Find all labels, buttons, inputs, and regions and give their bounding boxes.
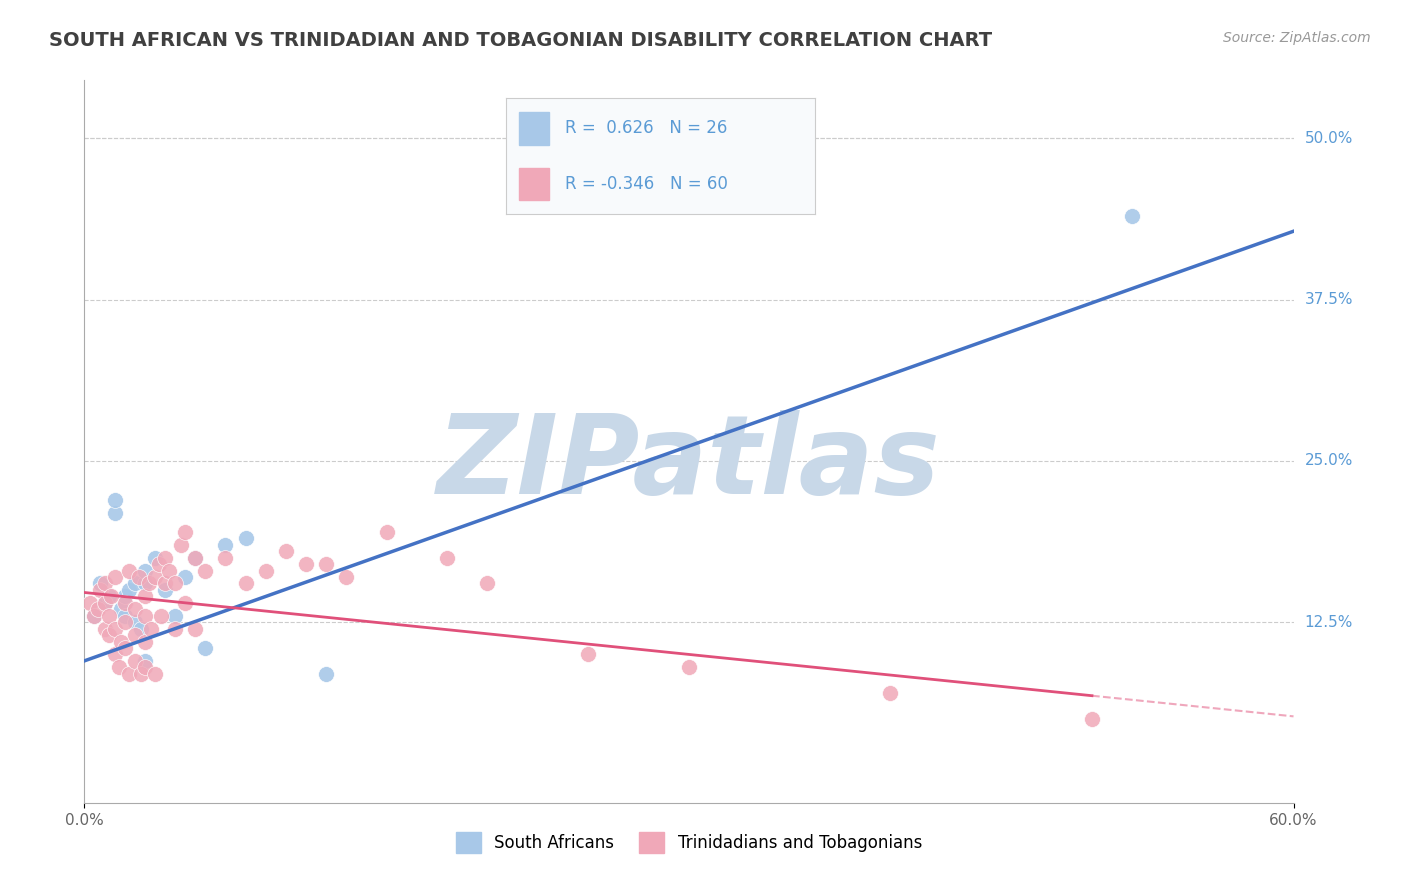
- Point: [335, 570, 357, 584]
- Point: [576, 648, 599, 662]
- Point: [100, 590, 122, 604]
- Point: [93, 596, 115, 610]
- Point: [97, 608, 120, 623]
- Point: [134, 660, 156, 674]
- Point: [114, 615, 136, 630]
- Point: [214, 550, 236, 565]
- Point: [174, 596, 197, 610]
- Point: [214, 538, 236, 552]
- Point: [124, 628, 146, 642]
- Point: [170, 538, 193, 552]
- Point: [165, 622, 187, 636]
- Point: [124, 602, 146, 616]
- Point: [110, 634, 132, 648]
- Text: 37.5%: 37.5%: [1305, 292, 1353, 307]
- Point: [1121, 209, 1143, 223]
- Text: R =  0.626   N = 26: R = 0.626 N = 26: [565, 120, 727, 137]
- Point: [194, 564, 217, 578]
- Point: [477, 576, 499, 591]
- Point: [138, 576, 160, 591]
- Point: [134, 654, 156, 668]
- Text: R = -0.346   N = 60: R = -0.346 N = 60: [565, 175, 728, 193]
- Point: [83, 608, 105, 623]
- Point: [157, 564, 180, 578]
- Point: [97, 628, 120, 642]
- Point: [153, 576, 176, 591]
- Point: [104, 622, 127, 636]
- Point: [129, 622, 152, 636]
- Point: [436, 550, 458, 565]
- Point: [79, 596, 101, 610]
- Point: [153, 550, 176, 565]
- Text: ZIPatlas: ZIPatlas: [437, 409, 941, 516]
- Point: [124, 576, 146, 591]
- Point: [118, 666, 141, 681]
- Point: [118, 564, 141, 578]
- Point: [295, 557, 318, 571]
- Point: [93, 622, 115, 636]
- Point: [315, 666, 337, 681]
- Point: [134, 590, 156, 604]
- Point: [134, 634, 156, 648]
- Point: [83, 608, 105, 623]
- Point: [89, 582, 111, 597]
- Point: [194, 640, 217, 655]
- Bar: [519, 168, 550, 200]
- Point: [118, 582, 141, 597]
- Point: [114, 590, 136, 604]
- Point: [143, 570, 166, 584]
- Point: [148, 557, 170, 571]
- Point: [93, 576, 115, 591]
- Point: [134, 564, 156, 578]
- Point: [184, 550, 207, 565]
- Point: [89, 576, 111, 591]
- Text: Source: ZipAtlas.com: Source: ZipAtlas.com: [1223, 31, 1371, 45]
- Point: [104, 570, 127, 584]
- Bar: [519, 112, 550, 145]
- Point: [124, 654, 146, 668]
- Point: [235, 531, 257, 545]
- Point: [134, 576, 156, 591]
- Point: [165, 608, 187, 623]
- Point: [174, 524, 197, 539]
- Point: [235, 576, 257, 591]
- Point: [165, 576, 187, 591]
- Point: [174, 570, 197, 584]
- Point: [128, 570, 150, 584]
- Point: [110, 602, 132, 616]
- Point: [107, 660, 129, 674]
- Point: [375, 524, 398, 539]
- Point: [97, 590, 120, 604]
- Point: [153, 582, 176, 597]
- Point: [1081, 712, 1104, 726]
- Point: [129, 666, 152, 681]
- Text: SOUTH AFRICAN VS TRINIDADIAN AND TOBAGONIAN DISABILITY CORRELATION CHART: SOUTH AFRICAN VS TRINIDADIAN AND TOBAGON…: [49, 31, 993, 50]
- Point: [678, 660, 700, 674]
- Point: [104, 648, 127, 662]
- Point: [104, 506, 127, 520]
- Point: [254, 564, 277, 578]
- Point: [143, 550, 166, 565]
- Text: 50.0%: 50.0%: [1305, 131, 1353, 145]
- Point: [184, 550, 207, 565]
- Point: [149, 608, 172, 623]
- Point: [879, 686, 901, 700]
- Point: [274, 544, 297, 558]
- Point: [134, 608, 156, 623]
- Point: [139, 622, 162, 636]
- Legend: South Africans, Trinidadians and Tobagonians: South Africans, Trinidadians and Tobagon…: [450, 826, 928, 860]
- Point: [315, 557, 337, 571]
- Point: [114, 596, 136, 610]
- Text: 25.0%: 25.0%: [1305, 453, 1353, 468]
- Point: [87, 602, 110, 616]
- Point: [184, 622, 207, 636]
- Point: [143, 666, 166, 681]
- Point: [114, 608, 136, 623]
- Point: [104, 492, 127, 507]
- Point: [114, 640, 136, 655]
- Text: 12.5%: 12.5%: [1305, 615, 1353, 630]
- Point: [93, 596, 115, 610]
- Point: [124, 615, 146, 630]
